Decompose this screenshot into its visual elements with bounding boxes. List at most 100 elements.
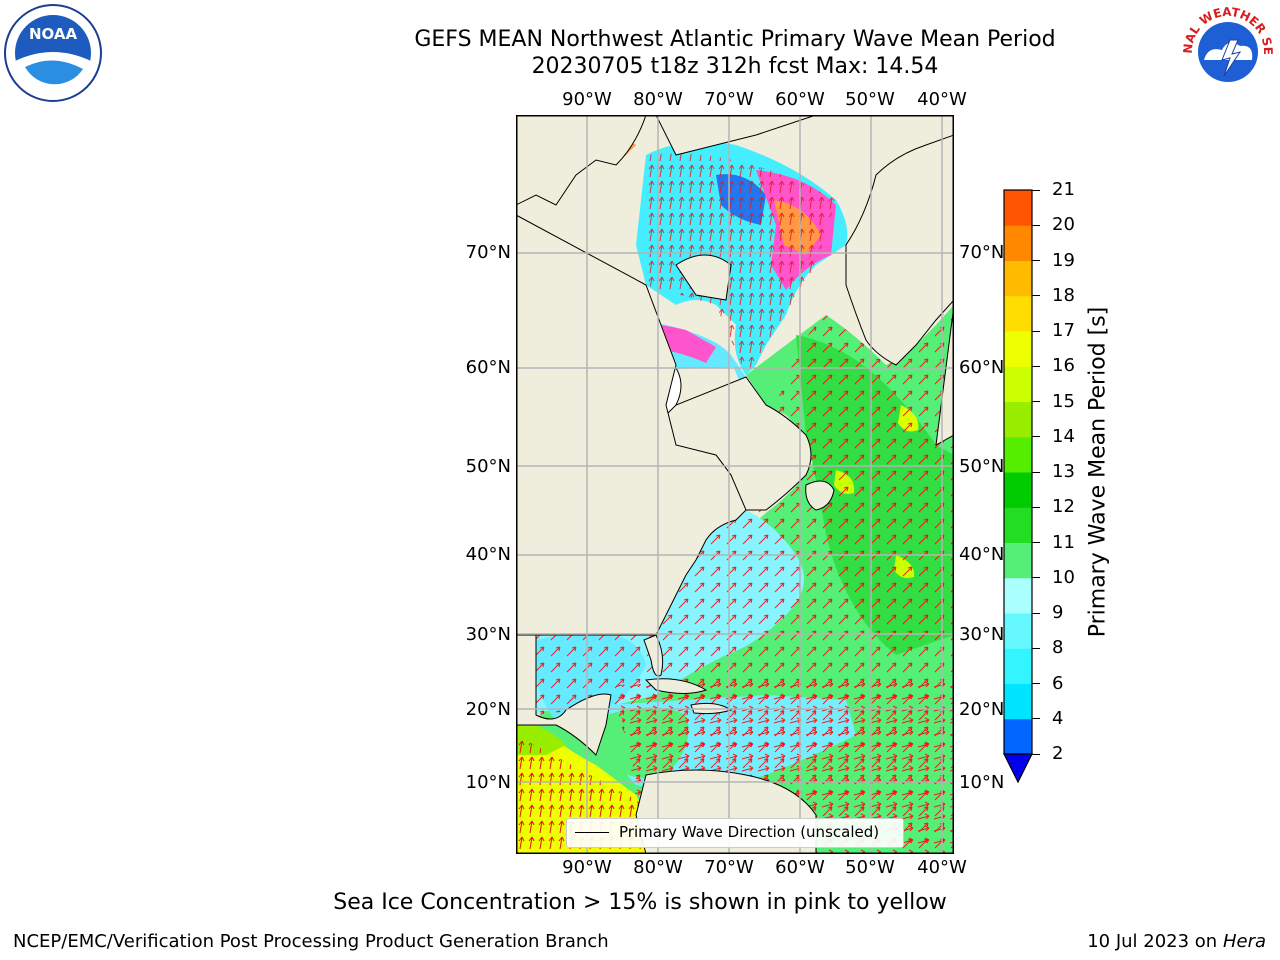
colorbar-tick-mark [1032,471,1040,473]
colorbar-tick-label: 4 [1052,707,1064,729]
lon-label-top-70w: 70°W [704,89,754,110]
footer-date: 10 Jul 2023 on Hera [1087,931,1266,952]
map-legend: Primary Wave Direction (unscaled) [566,818,904,848]
colorbar-tick-mark [1032,189,1040,191]
lon-label-top-80w: 80°W [633,89,683,110]
colorbar-tick-label: 16 [1052,355,1075,377]
wave-period-map [516,115,954,854]
map-panel [516,115,954,854]
colorbar-tick-mark [1032,753,1040,755]
colorbar-band [1004,507,1032,543]
colorbar [1000,186,1036,786]
colorbar-band [1004,331,1032,367]
chart-subtitle: 20230705 t18z 312h fcst Max: 14.54 [531,54,939,79]
lat-label-left-50n: 50°N [465,456,511,477]
colorbar-band [1004,577,1032,614]
colorbar-band [1004,225,1032,261]
lon-label-bottom-50w: 50°W [845,857,895,878]
lat-label-right-40n: 40°N [959,544,1005,565]
colorbar-tick-label: 19 [1052,249,1075,271]
colorbar-tick-label: 10 [1052,566,1075,588]
colorbar-tick-label: 11 [1052,531,1075,553]
colorbar-tick-mark [1032,506,1040,508]
lat-label-right-20n: 20°N [959,699,1005,720]
lon-label-bottom-60w: 60°W [775,857,825,878]
colorbar-tick-label: 9 [1052,602,1064,623]
lon-label-top-40w: 40°W [917,89,967,110]
graticule [516,115,954,854]
lat-label-right-30n: 30°N [959,624,1005,645]
footer-branch: NCEP/EMC/Verification Post Processing Pr… [13,931,609,952]
colorbar-tick-mark [1032,683,1040,684]
lat-label-right-50n: 50°N [959,456,1005,477]
colorbar-tick-label: 13 [1052,461,1075,482]
lon-label-top-50w: 50°W [845,89,895,110]
lon-label-top-90w: 90°W [562,89,612,110]
colorbar-band [1004,401,1032,438]
colorbar-tick-mark [1032,436,1040,438]
lon-label-bottom-80w: 80°W [633,857,683,878]
colorbar-band [1004,648,1032,684]
colorbar-band [1004,683,1032,720]
colorbar-tick-mark [1032,224,1040,226]
map-frame [516,115,954,854]
colorbar-tick-label: 2 [1052,743,1064,764]
colorbar-tick-mark [1032,365,1040,367]
sea-ice-note: Sea Ice Concentration > 15% is shown in … [333,890,947,915]
colorbar-tick-mark [1032,612,1040,614]
colorbar-tick-mark [1032,330,1040,332]
lon-label-top-60w: 60°W [775,89,825,110]
europe-edge [935,304,954,446]
colorbar-tick-mark [1032,295,1040,297]
newfoundland [805,480,835,511]
lat-label-left-40n: 40°N [465,544,511,565]
lat-label-left-70n: 70°N [465,242,511,263]
wave-arrows-baffin [646,153,836,375]
footer-machine: Hera [1222,931,1266,952]
footer-date-text: 10 Jul 2023 on [1087,931,1223,952]
lat-label-right-60n: 60°N [959,357,1005,378]
colorbar-band [1004,613,1032,649]
colorbar-tick-label: 15 [1052,390,1075,412]
colorbar-tick-label: 21 [1052,179,1075,200]
legend-label: Primary Wave Direction (unscaled) [619,823,880,841]
colorbar-tick-label: 8 [1052,637,1064,659]
colorbar-band [1004,260,1032,297]
lon-label-bottom-70w: 70°W [704,857,754,878]
lon-label-bottom-90w: 90°W [562,857,612,878]
colorbar-tick-mark [1032,401,1040,402]
colorbar-tick-mark [1032,718,1040,720]
lat-label-left-10n: 10°N [465,772,511,793]
arctic-islands [516,115,647,206]
colorbar-tick-label: 12 [1052,496,1075,518]
colorbar-tick-mark [1032,647,1040,649]
colorbar-band [1004,718,1032,755]
colorbar-tick-mark [1032,260,1040,261]
cuba [644,678,708,694]
legend-line-swatch [575,832,609,833]
colorbar-graphic [1003,189,1033,784]
lat-label-left-30n: 30°N [465,624,511,645]
colorbar-tick-label: 20 [1052,214,1075,236]
colorbar-tick-label: 6 [1052,672,1064,694]
colorbar-title: Primary Wave Mean Period [s] [1085,306,1111,638]
colorbar-band [1004,542,1032,579]
lat-label-left-20n: 20°N [465,699,511,720]
noaa-logo-text: NOAA [29,25,78,43]
colorbar-tick-label: 18 [1052,284,1075,306]
noaa-logo: NOAA [3,3,103,103]
lat-label-right-70n: 70°N [959,242,1005,263]
colorbar-tick-mark [1032,542,1040,543]
colorbar-band [1004,472,1032,508]
colorbar-extend-triangle [1003,753,1033,784]
colorbar-tick-label: 17 [1052,320,1075,341]
colorbar-band [1004,436,1032,473]
lat-label-left-60n: 60°N [465,357,511,378]
colorbar-band [1004,295,1032,332]
colorbar-tick-mark [1032,577,1040,579]
colorbar-tick-label: 14 [1052,425,1075,447]
north-america-east [516,214,747,636]
colorbar-band [1004,190,1032,226]
baffin-island [675,254,732,301]
colorbar-band [1004,366,1032,402]
